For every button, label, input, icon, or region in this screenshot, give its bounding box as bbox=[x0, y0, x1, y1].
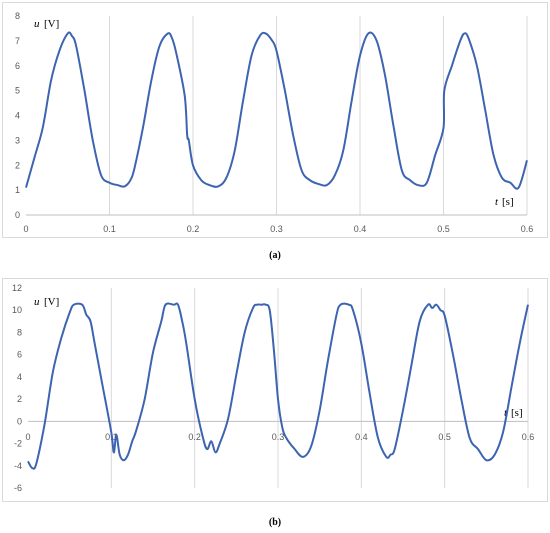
gridlines-b bbox=[28, 288, 529, 488]
y-tick-label: 12 bbox=[12, 283, 22, 293]
y-tick-label: -4 bbox=[14, 461, 22, 471]
x-tick-label: 0.6 bbox=[521, 224, 534, 234]
x-tick-label: 0.3 bbox=[270, 224, 283, 234]
y-tick-label: 10 bbox=[12, 305, 22, 315]
y-tick-label: 0 bbox=[15, 210, 20, 220]
x-tick-label: 0 bbox=[25, 432, 30, 442]
y-tick-label: 8 bbox=[15, 11, 20, 21]
x-tick-label: 0.5 bbox=[438, 432, 451, 442]
x-tick-label: 0.2 bbox=[187, 224, 200, 234]
caption-b: (b) bbox=[268, 517, 282, 528]
chart-a: 0 0.1 0.2 0.3 0.4 0.5 0.6 0 1 2 3 4 5 6 7 8 u [V] t [s] bbox=[15, 11, 533, 234]
x-tick-label: 0.6 bbox=[522, 432, 535, 442]
series-b bbox=[27, 302, 529, 470]
y-axis-label-a: u bbox=[34, 18, 40, 30]
tick-labels-a: 0 0.1 0.2 0.3 0.4 0.5 0.6 0 1 2 3 4 5 6 7 8 bbox=[15, 11, 533, 234]
y-tick-label: 6 bbox=[17, 350, 22, 360]
x-tick-label: 0.5 bbox=[437, 224, 450, 234]
series-line bbox=[27, 302, 529, 470]
y-tick-label: 4 bbox=[15, 111, 20, 121]
gridlines-a bbox=[26, 16, 528, 216]
x-axis-unit-b: [s] bbox=[511, 407, 523, 419]
y-tick-label: 8 bbox=[17, 327, 22, 337]
x-tick-label: 0.4 bbox=[355, 432, 368, 442]
y-tick-label: 3 bbox=[15, 135, 20, 145]
y-axis-unit-a: [V] bbox=[44, 18, 59, 30]
y-tick-label: 6 bbox=[15, 61, 20, 71]
chart-frame-a bbox=[2, 2, 548, 238]
x-tick-label: 0.4 bbox=[354, 224, 367, 234]
y-tick-label: 2 bbox=[17, 394, 22, 404]
caption-a: (a) bbox=[269, 250, 281, 261]
y-tick-label: 4 bbox=[17, 372, 22, 382]
y-tick-label: 0 bbox=[17, 416, 22, 426]
x-tick-label: 0 bbox=[23, 224, 28, 234]
y-tick-label: 5 bbox=[15, 86, 20, 96]
x-axis-label-a: t bbox=[495, 196, 499, 208]
series-line bbox=[25, 31, 528, 190]
y-axis-unit-b: [V] bbox=[44, 296, 59, 308]
y-tick-label: 2 bbox=[15, 160, 20, 170]
x-tick-label: 0.3 bbox=[272, 432, 285, 442]
x-tick-label: 0.1 bbox=[103, 224, 116, 234]
x-tick-label: 0.2 bbox=[188, 432, 201, 442]
x-axis-unit-a: [s] bbox=[502, 196, 514, 208]
y-tick-label: -2 bbox=[14, 439, 22, 449]
series-a bbox=[25, 31, 528, 190]
y-axis-label-b: u bbox=[34, 296, 40, 308]
y-tick-label: 7 bbox=[15, 36, 20, 46]
chart-frame-b bbox=[2, 278, 548, 502]
y-tick-label: 1 bbox=[15, 185, 20, 195]
y-tick-label: -6 bbox=[14, 483, 22, 493]
